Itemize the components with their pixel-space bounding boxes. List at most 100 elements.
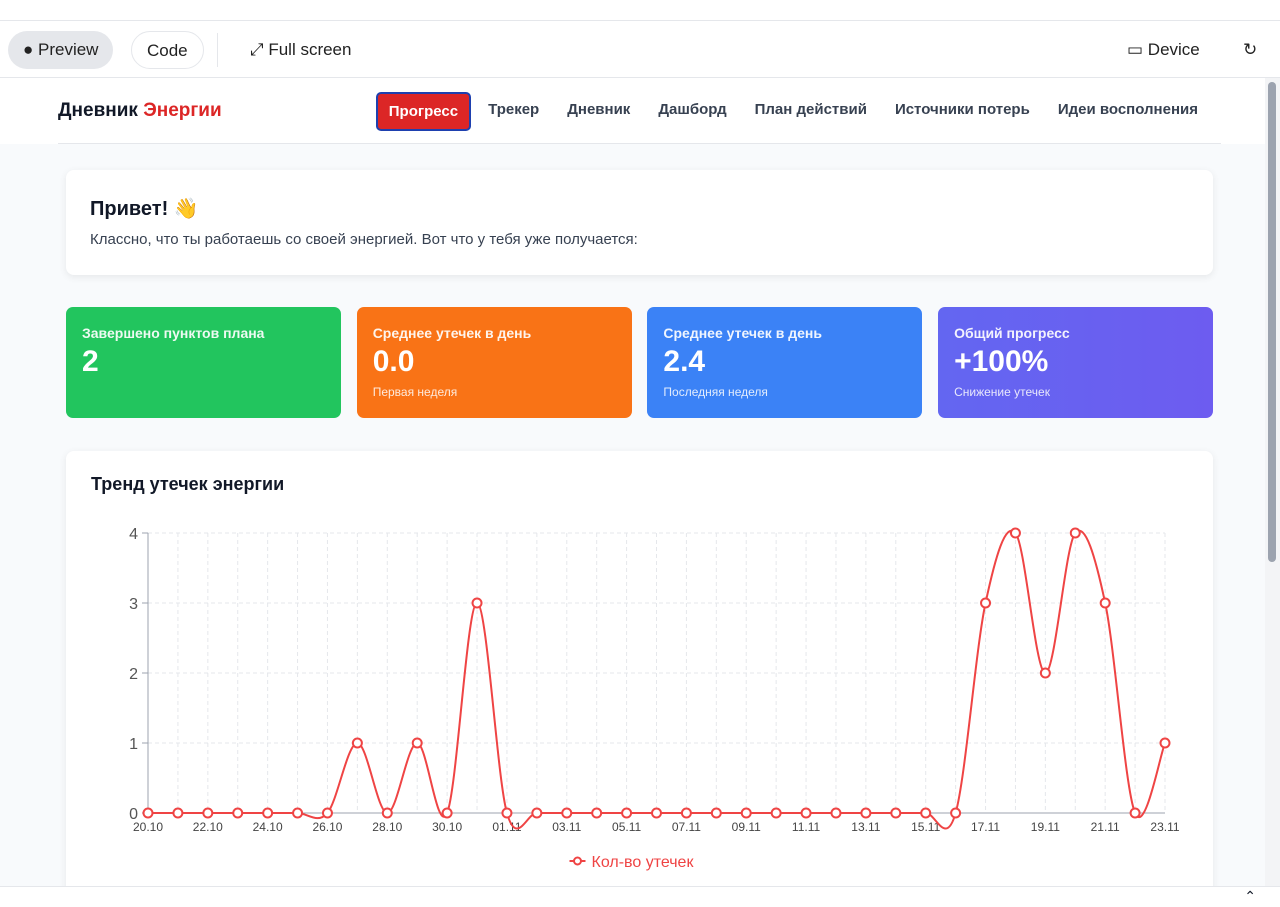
x-tick-label: 07.11 bbox=[672, 820, 701, 834]
data-point bbox=[621, 807, 633, 819]
data-point bbox=[591, 807, 603, 819]
stat-note: Последняя неделя bbox=[663, 385, 768, 399]
data-point bbox=[950, 807, 962, 819]
legend-marker bbox=[573, 856, 582, 866]
stat-note: Первая неделя bbox=[372, 385, 458, 399]
data-point bbox=[710, 807, 722, 819]
stat-value: 0.0 bbox=[372, 345, 415, 378]
code-tab[interactable]: Code bbox=[131, 31, 204, 69]
data-point bbox=[860, 807, 872, 819]
y-tick-label: 2 bbox=[129, 666, 138, 683]
chart-card: Тренд утечек энергии 0 1 2 3 4 20.10 22.10 24.1… bbox=[66, 451, 1213, 887]
data-point bbox=[740, 807, 752, 819]
data-point bbox=[531, 807, 543, 819]
data-point bbox=[292, 807, 304, 819]
device-label: Device bbox=[1147, 40, 1200, 59]
data-point bbox=[770, 807, 782, 819]
data-point bbox=[680, 807, 692, 819]
x-tick-label: 19.11 bbox=[1031, 820, 1060, 834]
bottom-bar: ⌃ bbox=[0, 886, 1280, 907]
brand-accent: Энергии bbox=[143, 100, 222, 121]
device-button[interactable]: ▭ Device bbox=[1127, 40, 1200, 59]
stat-label: Завершено пунктов плана bbox=[82, 325, 265, 341]
preview-tab[interactable]: ● Preview bbox=[8, 31, 114, 69]
stat-card: Завершено пунктов плана 2 bbox=[66, 307, 341, 418]
data-point bbox=[830, 807, 842, 819]
stat-value: 2 bbox=[82, 345, 99, 378]
stat-label: Среднее утечек в день bbox=[663, 325, 822, 341]
data-point bbox=[202, 807, 214, 819]
scrollbar bbox=[1265, 78, 1280, 887]
data-point bbox=[262, 807, 274, 819]
stat-value: 2.4 bbox=[663, 345, 706, 378]
y-tick-label: 0 bbox=[129, 806, 138, 823]
data-point bbox=[351, 737, 363, 749]
x-tick-label: 11.11 bbox=[792, 820, 821, 834]
stat-card: Общий прогресс +100% Снижение утечек bbox=[938, 307, 1214, 418]
stat-note: Снижение утечек bbox=[954, 385, 1050, 399]
x-tick-label: 13.11 bbox=[851, 820, 880, 834]
data-point bbox=[1069, 527, 1081, 539]
nav: Прогресс Трекер Дневник Дашборд План действи… bbox=[375, 92, 1209, 131]
data-point bbox=[501, 807, 513, 819]
refresh-button[interactable]: ↻ bbox=[1243, 40, 1258, 59]
code-label: Code bbox=[147, 41, 188, 60]
stat-label: Общий прогресс bbox=[954, 325, 1070, 341]
x-tick-label: 15.11 bbox=[911, 820, 940, 834]
stat-value: +100% bbox=[954, 345, 1049, 378]
scroll-thumb[interactable] bbox=[1268, 82, 1276, 562]
chart-title: Тренд утечек энергии bbox=[91, 474, 284, 494]
app-header: Дневник Энергии Прогресс Трекер Дневник Даш… bbox=[0, 78, 1265, 144]
data-point bbox=[471, 597, 483, 609]
data-point bbox=[1009, 527, 1021, 539]
y-tick-label: 4 bbox=[129, 526, 138, 543]
data-point bbox=[142, 807, 154, 819]
x-tick-label: 17.11 bbox=[971, 820, 1000, 834]
data-point bbox=[561, 807, 573, 819]
data-point bbox=[920, 807, 932, 819]
data-point bbox=[411, 737, 423, 749]
app: Дневник Энергии Прогресс Трекер Дневник Даш… bbox=[0, 78, 1265, 887]
divider bbox=[217, 33, 218, 67]
collapse-icon[interactable]: ⌃ bbox=[1244, 888, 1256, 904]
data-point bbox=[800, 807, 812, 819]
data-point bbox=[1039, 667, 1051, 679]
header-border bbox=[58, 143, 1221, 144]
x-tick-label: 30.10 bbox=[432, 820, 462, 834]
stat-label: Среднее утечек в день bbox=[372, 325, 532, 341]
nav-item[interactable]: Дашборд bbox=[658, 101, 727, 118]
x-tick-label: 21.11 bbox=[1091, 820, 1120, 834]
nav-item[interactable]: Источники потерь bbox=[894, 101, 1030, 118]
brand-main: Дневник bbox=[58, 100, 138, 121]
y-tick-label: 1 bbox=[129, 736, 138, 753]
data-point bbox=[890, 807, 902, 819]
x-tick-label: 03.11 bbox=[552, 820, 581, 834]
data-point bbox=[232, 807, 244, 819]
nav-item[interactable]: Дневник bbox=[567, 101, 631, 118]
full-screen-label: Full screen bbox=[268, 40, 352, 59]
stat-card: Среднее утечек в день 2.4 Последняя неделя bbox=[647, 307, 923, 418]
x-tick-label: 01.11 bbox=[492, 820, 521, 834]
full-screen-button[interactable]: ⤢ Full screen bbox=[250, 40, 352, 59]
data-point bbox=[1099, 597, 1111, 609]
x-tick-label: 05.11 bbox=[612, 820, 641, 834]
data-point bbox=[381, 807, 393, 819]
nav-item[interactable]: Прогресс bbox=[375, 92, 472, 131]
nav-item[interactable]: Трекер bbox=[488, 101, 540, 118]
x-tick-label: 28.10 bbox=[372, 820, 402, 834]
x-tick-label: 26.10 bbox=[312, 820, 342, 834]
data-point bbox=[321, 807, 333, 819]
y-tick-label: 3 bbox=[129, 596, 138, 613]
legend-label: Кол-во утечек bbox=[592, 854, 695, 871]
data-point bbox=[980, 597, 992, 609]
x-tick-label: 23.11 bbox=[1150, 820, 1179, 834]
data-point bbox=[651, 807, 662, 819]
x-tick-label: 20.10 bbox=[133, 820, 163, 834]
preview-label: Preview bbox=[38, 40, 99, 59]
nav-item[interactable]: План действий bbox=[754, 101, 867, 118]
nav-item[interactable]: Идеи восполнения bbox=[1057, 101, 1198, 118]
data-point bbox=[1129, 807, 1141, 819]
x-tick-label: 22.10 bbox=[193, 820, 223, 834]
x-tick-label: 09.11 bbox=[732, 820, 761, 834]
